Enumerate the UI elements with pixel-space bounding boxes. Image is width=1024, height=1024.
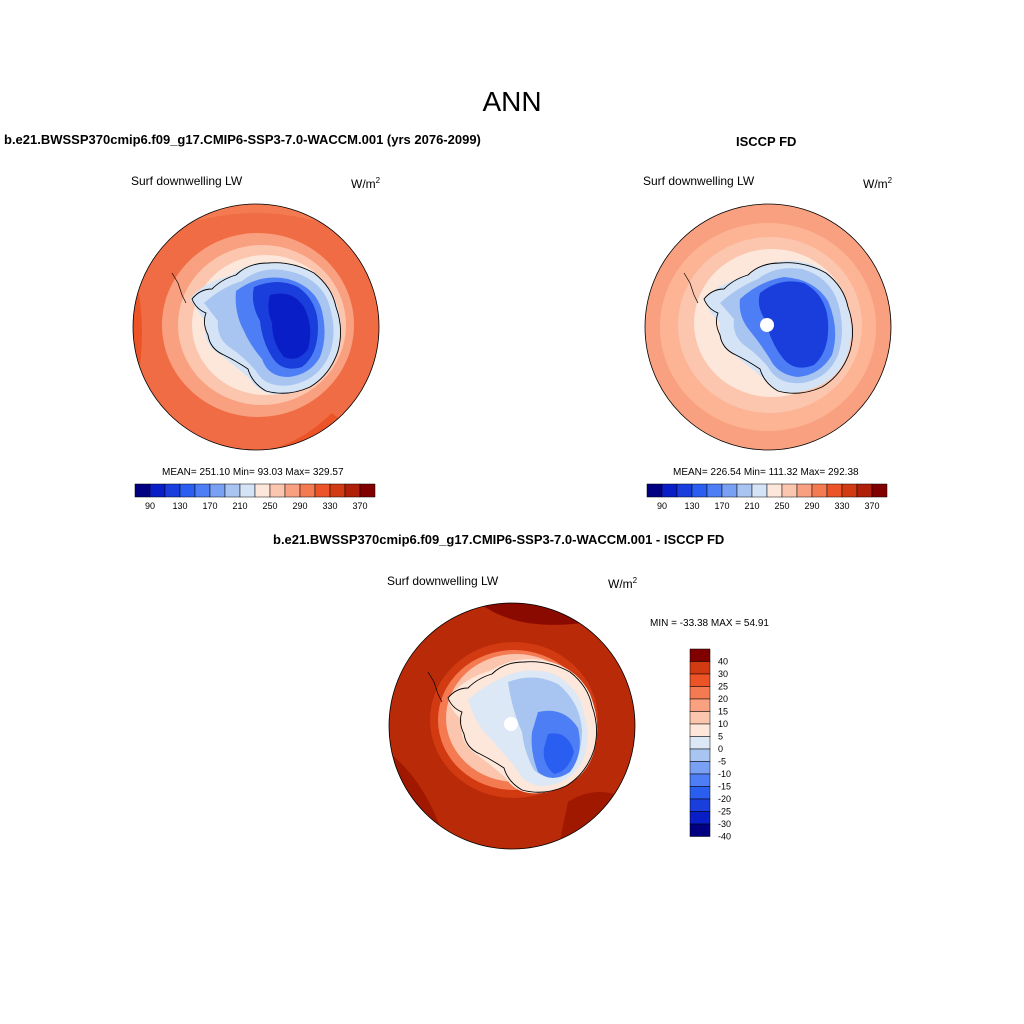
panel-3-colorbar-tick-label: 40: [718, 657, 728, 667]
panel-1-colorbar-tick-label: 90: [145, 501, 155, 511]
panel-3-colorbar: 40 30 25 20 15 10 5 0 -5 -10 -15 -20 -25 -30 -40: [689, 648, 731, 842]
panel-3-colorbar-swatch: [689, 711, 711, 725]
panel-3-colorbar-swatch: [689, 761, 711, 775]
panel-3-colorbar-swatch: [689, 723, 711, 737]
panel-3-colorbar-tick-label: 25: [718, 682, 728, 692]
panel-3-colorbar-swatch: [689, 798, 711, 812]
panel-3-variable-label: Surf downwelling LW: [387, 574, 499, 588]
panel-2-colorbar-swatch: [721, 483, 738, 498]
panel-1-colorbar-tick-label: 330: [322, 501, 337, 511]
panel-2-colorbar-tick-label: 370: [864, 501, 879, 511]
panel-1-colorbar-swatch: [134, 483, 151, 498]
panel-2-polar-map: [644, 203, 892, 451]
panel-1-colorbar-swatch: [269, 483, 286, 498]
panel-3-colorbar-tick-label: 0: [718, 744, 723, 754]
panel-1-colorbar-swatch: [299, 483, 316, 498]
panel-1-colorbar-swatch: [164, 483, 181, 498]
panel-1-colorbar-swatch: [314, 483, 331, 498]
panel-1-colorbar-swatch: [284, 483, 301, 498]
panel-1-variable-label: Surf downwelling LW: [131, 174, 243, 188]
panel-3-colorbar-tick-label: 10: [718, 719, 728, 729]
panel-2-colorbar-tick-label: 210: [744, 501, 759, 511]
panel-3-colorbar-tick-label: -30: [718, 819, 731, 829]
panel-2-colorbar-swatch: [811, 483, 828, 498]
panel-2-colorbar-swatch: [766, 483, 783, 498]
panel-2-colorbar-swatch: [676, 483, 693, 498]
panel-2-colorbar-tick-label: 90: [657, 501, 667, 511]
panel-2-colorbar-swatch: [691, 483, 708, 498]
panel-3-units: W/m2: [608, 576, 638, 591]
panel-3-colorbar-tick-label: -15: [718, 782, 731, 792]
panel-3-colorbar-tick-label: -10: [718, 769, 731, 779]
panel-2-colorbar-swatch: [646, 483, 663, 498]
panel-3-polar-map: [388, 602, 636, 850]
panel-2-colorbar-swatch: [781, 483, 798, 498]
panel-3-colorbar-tick-label: -25: [718, 807, 731, 817]
panel-1-colorbar-swatch: [179, 483, 196, 498]
panel-2-colorbar-swatch: [826, 483, 843, 498]
panel-1-units: W/m2: [351, 176, 381, 191]
panel-2-colorbar-tick-label: 330: [834, 501, 849, 511]
panel-1-stats: MEAN= 251.10 Min= 93.03 Max= 329.57: [162, 467, 344, 478]
panel-1-colorbar: 90 130 170 210 250 290 330 370: [134, 483, 376, 511]
panel-2-variable-label: Surf downwelling LW: [643, 174, 755, 188]
panel-2-colorbar-swatch: [856, 483, 873, 498]
panel-1-colorbar-swatch: [344, 483, 361, 498]
panel-2-colorbar-swatch: [751, 483, 768, 498]
panel-3-colorbar-tick-label: -20: [718, 794, 731, 804]
panel-2-colorbar-swatch: [796, 483, 813, 498]
panel-2-colorbar-swatch: [871, 483, 888, 498]
panel-1-colorbar-swatch: [239, 483, 256, 498]
panel-1-colorbar-tick-label: 250: [262, 501, 277, 511]
panel-1-colorbar-tick-label: 290: [292, 501, 307, 511]
panel-2-colorbar: 90 130 170 210 250 290 330 370: [646, 483, 888, 511]
main-title: ANN: [482, 86, 542, 117]
panel-3-colorbar-swatch: [689, 736, 711, 750]
panel-2-colorbar-tick-label: 250: [774, 501, 789, 511]
panel-3-colorbar-tick-label: -40: [718, 832, 731, 842]
panel-2-units: W/m2: [863, 176, 893, 191]
panel-1-colorbar-tick-label: 370: [352, 501, 367, 511]
panel-3-stats: MIN = -33.38 MAX = 54.91: [650, 618, 769, 629]
panel-1-colorbar-swatch: [209, 483, 226, 498]
panel-3-colorbar-swatch: [689, 811, 711, 825]
panel-2-colorbar-tick-label: 170: [714, 501, 729, 511]
panel-1-colorbar-swatch: [329, 483, 346, 498]
panel-1-colorbar-swatch: [224, 483, 241, 498]
panel-1-colorbar-swatch: [149, 483, 166, 498]
panel-3-colorbar-tick-label: -5: [718, 757, 726, 767]
panel-2-colorbar-tick-label: 130: [684, 501, 699, 511]
panel-2-colorbar-swatch: [841, 483, 858, 498]
panel-3-colorbar-swatch: [689, 661, 711, 675]
panel-3-colorbar-swatch: [689, 673, 711, 687]
panel-1-colorbar-tick-label: 130: [172, 501, 187, 511]
panel-3-colorbar-swatch: [689, 686, 711, 700]
panel-2-colorbar-swatch: [661, 483, 678, 498]
panel-3-title: b.e21.BWSSP370cmip6.f09_g17.CMIP6-SSP3-7…: [273, 532, 725, 547]
panel-2-colorbar-tick-label: 290: [804, 501, 819, 511]
panel-3-colorbar-swatch: [689, 748, 711, 762]
panel-3-colorbar-tick-label: 5: [718, 732, 723, 742]
panel-1-polar-map: [132, 203, 380, 451]
panel-3-colorbar-swatch: [689, 698, 711, 712]
panel-1-colorbar-swatch: [359, 483, 376, 498]
panel-3-colorbar-swatch: [689, 786, 711, 800]
panel-1-colorbar-swatch: [194, 483, 211, 498]
panel-3-colorbar-tick-label: 20: [718, 694, 728, 704]
panel-2-title: ISCCP FD: [736, 134, 797, 149]
panel-1-colorbar-tick-label: 170: [202, 501, 217, 511]
panel-2-colorbar-swatch: [706, 483, 723, 498]
panel-1-colorbar-tick-label: 210: [232, 501, 247, 511]
panel-3-colorbar-swatch: [689, 823, 711, 837]
panel-3-colorbar-tick-label: 15: [718, 707, 728, 717]
panel-2-colorbar-swatch: [736, 483, 753, 498]
panel-3-colorbar-swatch: [689, 648, 711, 662]
panel-2-stats: MEAN= 226.54 Min= 111.32 Max= 292.38: [673, 467, 859, 478]
panel-3-colorbar-swatch: [689, 773, 711, 787]
panel-1-colorbar-swatch: [254, 483, 271, 498]
panel-3-colorbar-tick-label: 30: [718, 669, 728, 679]
panel-1-title: b.e21.BWSSP370cmip6.f09_g17.CMIP6-SSP3-7…: [4, 132, 481, 147]
